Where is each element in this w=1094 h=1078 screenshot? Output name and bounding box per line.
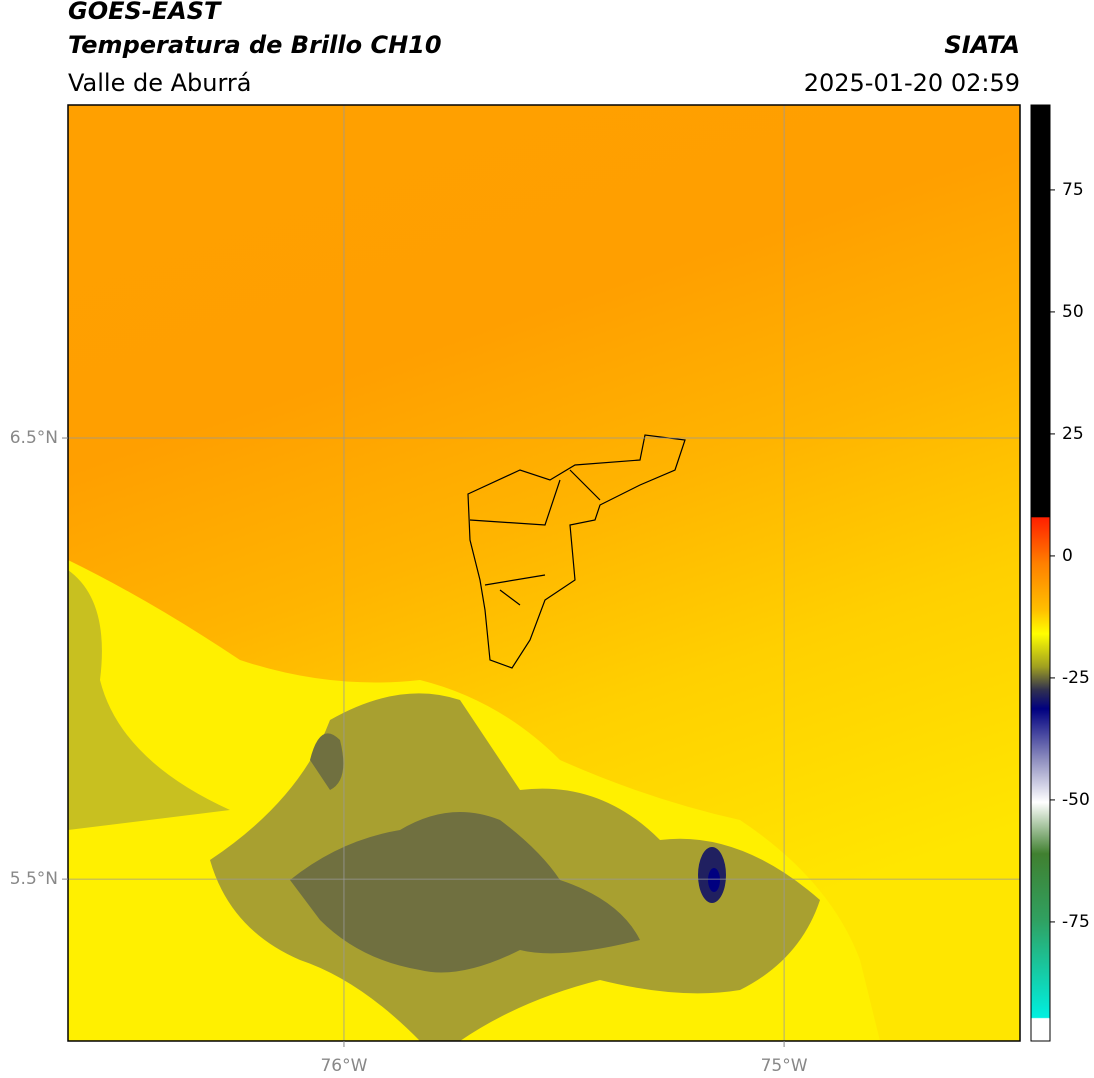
colorbar — [1030, 104, 1051, 1042]
colorbar-tick-label: -25 — [1062, 668, 1090, 688]
subtitle: Temperatura de Brillo CH10 — [68, 31, 442, 59]
map-frame — [67, 104, 1021, 1042]
x-tick-label: 76°W — [320, 1056, 367, 1076]
colorbar-tick-label: -75 — [1062, 912, 1090, 932]
y-tick-label: 5.5°N — [10, 869, 58, 889]
x-tick-label: 75°W — [761, 1056, 808, 1076]
colorbar-tick-label: 25 — [1062, 424, 1084, 444]
colorbar-tick-label: 50 — [1062, 302, 1084, 322]
colorbar-tick-label: -50 — [1062, 790, 1090, 810]
municipal-boundaries — [467, 434, 686, 669]
timestamp: 2025-01-20 02:59 — [804, 69, 1020, 97]
colorbar-tick-label: 75 — [1062, 180, 1084, 200]
colorbar-tick-label: 0 — [1062, 546, 1073, 566]
region: Valle de Aburrá — [68, 69, 252, 97]
source: SIATA — [944, 31, 1020, 59]
title: GOES-EAST — [68, 0, 222, 25]
y-tick-label: 6.5°N — [10, 428, 58, 448]
map-image — [68, 105, 1020, 1041]
